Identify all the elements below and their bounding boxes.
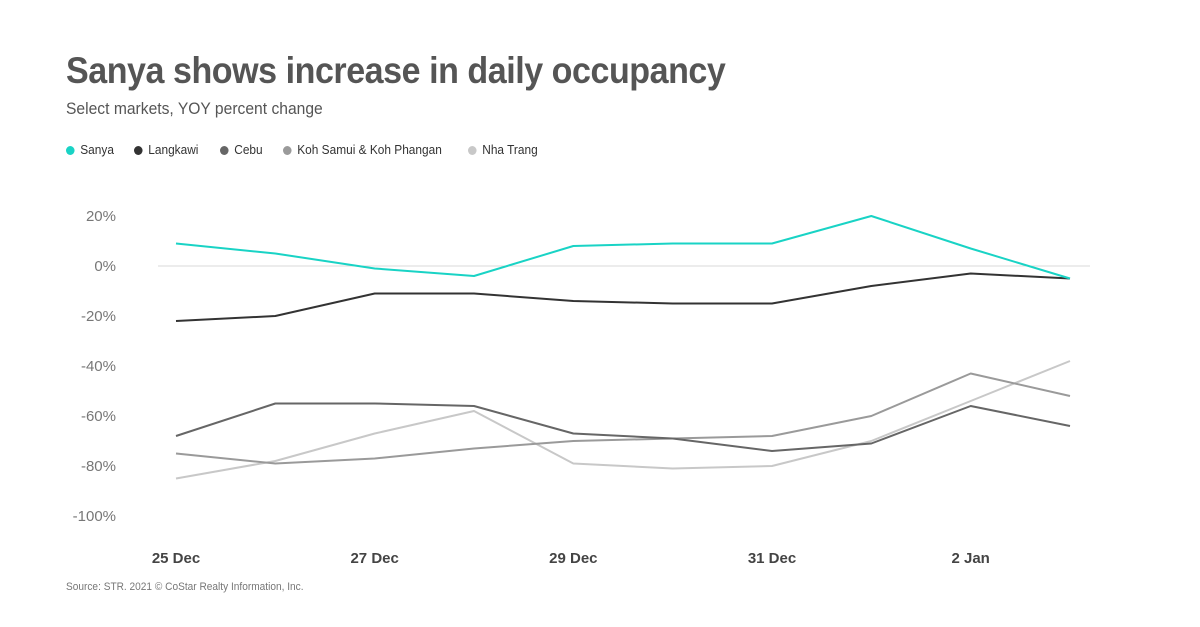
source-note: Source: STR. 2021 © CoStar Realty Inform… bbox=[66, 581, 304, 593]
legend-marker-koh-samui bbox=[283, 145, 292, 155]
legend-label-langkawi: Langkawi bbox=[148, 143, 199, 157]
x-tick-label: 29 Dec bbox=[549, 550, 597, 567]
legend-item-koh-samui: Koh Samui & Koh Phangan bbox=[283, 143, 442, 157]
series-line-koh-samui-koh-phangan bbox=[175, 372, 1071, 465]
x-tick-label: 31 Dec bbox=[748, 550, 796, 567]
legend-item-cebu: Cebu bbox=[220, 143, 263, 157]
x-tick-label: 2 Jan bbox=[951, 550, 989, 567]
y-tick-label: -60% bbox=[81, 408, 116, 425]
series-line-cebu bbox=[175, 402, 1071, 452]
legend-marker-sanya bbox=[66, 145, 75, 155]
legend-label-koh-samui: Koh Samui & Koh Phangan bbox=[297, 143, 443, 157]
series-line-sanya bbox=[175, 215, 1071, 280]
chart-subtitle: Select markets, YOY percent change bbox=[66, 99, 323, 118]
chart-title: Sanya shows increase in daily occupancy bbox=[66, 50, 726, 91]
legend-label-nha-trang: Nha Trang bbox=[482, 143, 539, 157]
legend-item-nha-trang: Nha Trang bbox=[468, 143, 538, 157]
x-tick-label: 25 Dec bbox=[152, 550, 200, 567]
legend-item-sanya: Sanya bbox=[66, 143, 114, 157]
y-tick-label: -100% bbox=[73, 508, 116, 525]
y-tick-label: -80% bbox=[81, 458, 116, 475]
series-line-langkawi bbox=[175, 272, 1071, 322]
legend-marker-cebu bbox=[220, 145, 229, 155]
legend-item-langkawi: Langkawi bbox=[134, 143, 199, 157]
y-tick-label: -20% bbox=[81, 308, 116, 325]
y-tick-label: 20% bbox=[86, 208, 116, 225]
y-tick-label: -40% bbox=[81, 358, 116, 375]
legend-label-cebu: Cebu bbox=[234, 143, 263, 157]
x-tick-label: 27 Dec bbox=[350, 550, 398, 567]
y-tick-label: 0% bbox=[94, 258, 116, 275]
legend-marker-nha-trang bbox=[468, 145, 477, 155]
legend-marker-langkawi bbox=[134, 145, 144, 155]
legend: Sanya Langkawi Cebu Koh Samui & Koh Phan… bbox=[66, 143, 542, 157]
series-line-nha-trang bbox=[175, 360, 1071, 480]
legend-label-sanya: Sanya bbox=[80, 143, 114, 157]
